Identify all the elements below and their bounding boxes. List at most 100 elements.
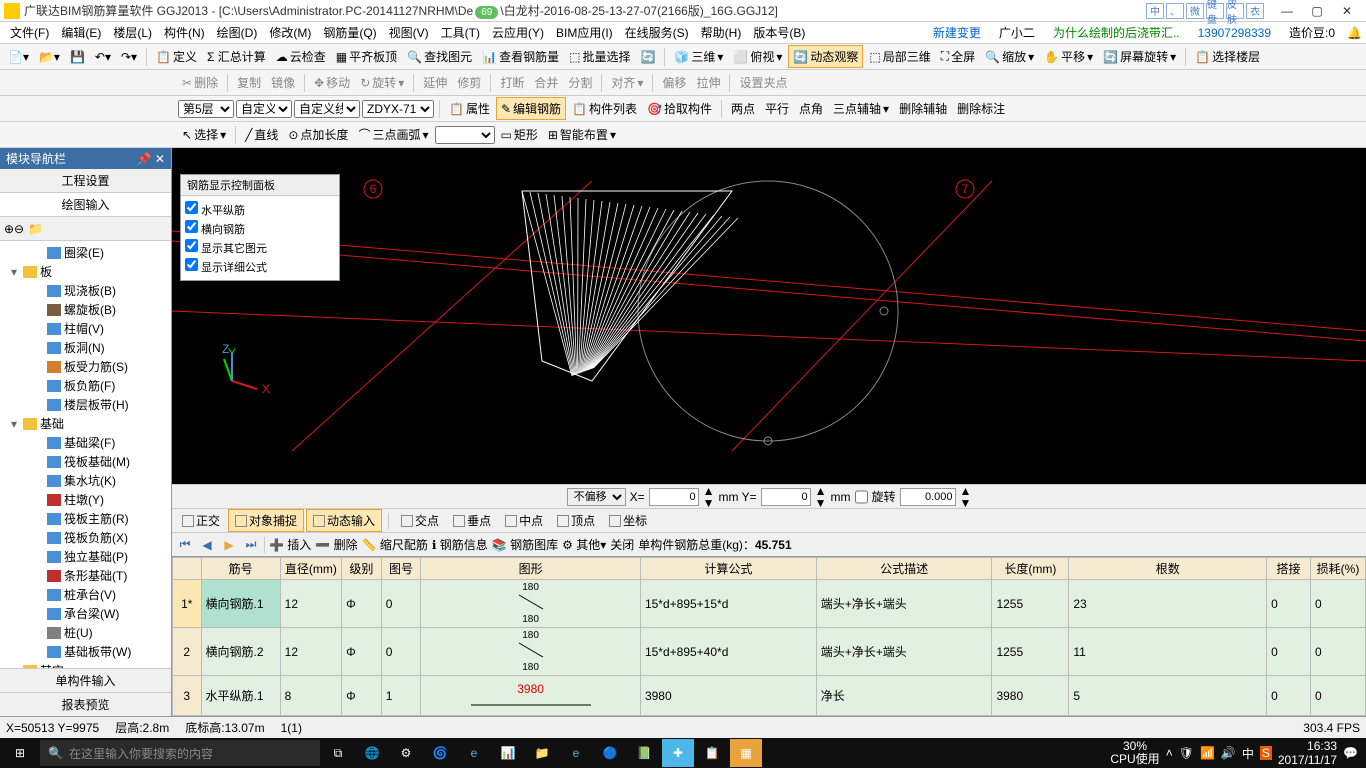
tree-node[interactable]: 现浇板(B) [2, 281, 169, 300]
tab-project[interactable]: 工程设置 [0, 169, 171, 193]
pick-button[interactable]: 🎯 拾取构件 [643, 98, 716, 119]
minimize-button[interactable]: — [1272, 1, 1302, 21]
next-icon[interactable]: ▶ [220, 536, 238, 554]
explorer-icon[interactable]: 📁 [526, 739, 558, 767]
arc3-button[interactable]: ⌒ 三点画弧▾ [354, 124, 432, 145]
tree-node[interactable]: 独立基础(P) [2, 547, 169, 566]
tree-node[interactable]: 桩(U) [2, 623, 169, 642]
tree-node[interactable]: ▾基础 [2, 414, 169, 433]
tree-node[interactable]: 螺旋板(B) [2, 300, 169, 319]
floor-button[interactable]: 📋 选择楼层 [1191, 46, 1264, 67]
tree-node[interactable]: 楼层板带(H) [2, 395, 169, 414]
display-option[interactable]: 显示其它图元 [185, 238, 335, 257]
menu-item[interactable]: 视图(V) [383, 26, 435, 40]
tdel-button[interactable]: ➖ 删除 [315, 536, 357, 553]
viewport-3d[interactable]: 6 7 X Y Z [172, 148, 1366, 484]
table-header[interactable]: 长度(mm) [992, 558, 1069, 580]
top-button[interactable]: ⬜ 俯视▾ [729, 46, 786, 67]
extend-button[interactable]: 延伸 [419, 72, 451, 93]
menu-item[interactable]: 绘图(D) [211, 26, 264, 40]
tray-ime-icon[interactable]: 中 [1242, 745, 1254, 762]
app-icon[interactable]: ▦ [730, 739, 762, 767]
rebar-table[interactable]: 筋号直径(mm)级别图号图形计算公式公式描述长度(mm)根数搭接损耗(%)1*横… [172, 556, 1366, 716]
tree-node[interactable]: 柱帽(V) [2, 319, 169, 338]
tray-vol-icon[interactable]: 🔊 [1221, 746, 1236, 760]
mirror-button[interactable]: 镜像 [267, 72, 299, 93]
table-header[interactable]: 筋号 [201, 558, 280, 580]
redo-icon[interactable]: ↷▾ [117, 48, 141, 66]
new-icon[interactable]: 📄▾ [4, 48, 33, 66]
view3d-button[interactable]: 🧊 三维▾ [670, 46, 727, 67]
snap-顶点[interactable]: 顶点 [551, 510, 601, 531]
prev-icon[interactable]: ◀ [198, 536, 216, 554]
axis3-button[interactable]: 三点辅轴▾ [829, 98, 893, 119]
tree-tool-icon[interactable]: ⊕⊖ [4, 222, 24, 236]
tree-node[interactable]: 板洞(N) [2, 338, 169, 357]
rotate-button[interactable]: ↻ 旋转▾ [356, 72, 408, 93]
tree-node[interactable]: 圈梁(E) [2, 243, 169, 262]
search-box[interactable]: 🔍 在这里输入你要搜索的内容 [40, 740, 320, 766]
menu-item[interactable]: BIM应用(I) [550, 26, 619, 40]
scale-button[interactable]: 📏 缩尺配筋 [362, 536, 428, 553]
merge-button[interactable]: 合并 [530, 72, 562, 93]
close-button[interactable]: 关闭 [610, 536, 634, 553]
tree-node[interactable]: 集水坑(K) [2, 471, 169, 490]
table-header[interactable]: 搭接 [1267, 558, 1311, 580]
insert-button[interactable]: ➕ 插入 [269, 536, 311, 553]
y-spinner[interactable]: ▲▼ [815, 485, 827, 509]
code-select[interactable]: ZDYX-71 [362, 100, 434, 118]
tree-node[interactable]: 基础梁(F) [2, 433, 169, 452]
tree-tool-icon[interactable]: 📁 [28, 222, 43, 236]
system-tray[interactable]: 30%CPU使用 ˄ 🛡 📶 🔊 中 S 16:332017/11/17 💬 [1104, 739, 1364, 768]
ime-item[interactable]: 中 [1146, 3, 1164, 19]
tree-node[interactable]: ▾其它 [2, 661, 169, 668]
flat-button[interactable]: ▦ 平齐板顶 [332, 46, 401, 67]
find-button[interactable]: 🔍 查找图元 [403, 46, 476, 67]
offset-button[interactable]: 偏移 [658, 72, 690, 93]
rect-button[interactable]: ▭ 矩形 [497, 124, 542, 145]
align-button[interactable]: 对齐▾ [607, 72, 647, 93]
menu-item[interactable]: 文件(F) [4, 26, 55, 40]
ime-item[interactable]: 衣 [1246, 3, 1264, 19]
ime-bar[interactable]: 中、微键盘皮肤衣 [1146, 3, 1264, 19]
snap-坐标[interactable]: 坐标 [603, 510, 653, 531]
pan-button[interactable]: ✋ 平移▾ [1040, 46, 1097, 67]
list-button[interactable]: 📋 构件列表 [568, 98, 641, 119]
tab-report[interactable]: 报表预览 [0, 692, 171, 716]
display-option[interactable]: 显示详细公式 [185, 257, 335, 276]
snap-交点[interactable]: 交点 [395, 510, 445, 531]
app-icon[interactable]: 📊 [492, 739, 524, 767]
maximize-button[interactable]: ▢ [1302, 1, 1332, 21]
select-button[interactable]: ↖ 选择▾ [178, 124, 230, 145]
tree-node[interactable]: 筏板主筋(R) [2, 509, 169, 528]
sum-button[interactable]: Σ 汇总计算 [203, 46, 270, 67]
arc-select[interactable] [435, 126, 495, 144]
rebar-display-panel[interactable]: 钢筋显示控制面板 水平纵筋 横向钢筋 显示其它图元 显示详细公式 [180, 174, 340, 281]
tree-node[interactable]: 板受力筋(S) [2, 357, 169, 376]
menu-item[interactable]: 工具(T) [435, 26, 486, 40]
clock[interactable]: 16:332017/11/17 [1278, 739, 1337, 768]
sub-select[interactable]: 自定义线 [294, 100, 360, 118]
snap-对象捕捉[interactable]: 对象捕捉 [228, 509, 304, 532]
table-header[interactable]: 图号 [381, 558, 421, 580]
snap-正交[interactable]: 正交 [176, 510, 226, 531]
first-icon[interactable]: ⏮ [176, 536, 194, 554]
menu-item[interactable]: 版本号(B) [747, 26, 811, 40]
batch-button[interactable]: ⬚ 批量选择 [565, 46, 634, 67]
break-button[interactable]: 打断 [496, 72, 528, 93]
last-icon[interactable]: ⏭ [242, 536, 260, 554]
menu-item[interactable]: 云应用(Y) [486, 26, 550, 40]
table-row[interactable]: 2横向钢筋.212Φ018018015*d+895+40*d端头+净长+端头12… [173, 628, 1366, 676]
tab-single[interactable]: 单构件输入 [0, 668, 171, 692]
floor-select[interactable]: 第5层 [178, 100, 234, 118]
edge-icon[interactable]: e [458, 739, 490, 767]
component-tree[interactable]: 圈梁(E)▾板现浇板(B)螺旋板(B)柱帽(V)板洞(N)板受力筋(S)板负筋(… [0, 241, 171, 668]
tree-node[interactable]: 板负筋(F) [2, 376, 169, 395]
table-header[interactable]: 图形 [421, 558, 641, 580]
menu-item[interactable]: 帮助(H) [695, 26, 748, 40]
twopt-button[interactable]: 两点 [727, 98, 759, 119]
app-icon[interactable]: 🌐 [356, 739, 388, 767]
app-icon[interactable]: 🌀 [424, 739, 456, 767]
refresh-icon[interactable]: 🔄 [636, 48, 659, 66]
start-button[interactable]: ⊞ [2, 739, 38, 767]
